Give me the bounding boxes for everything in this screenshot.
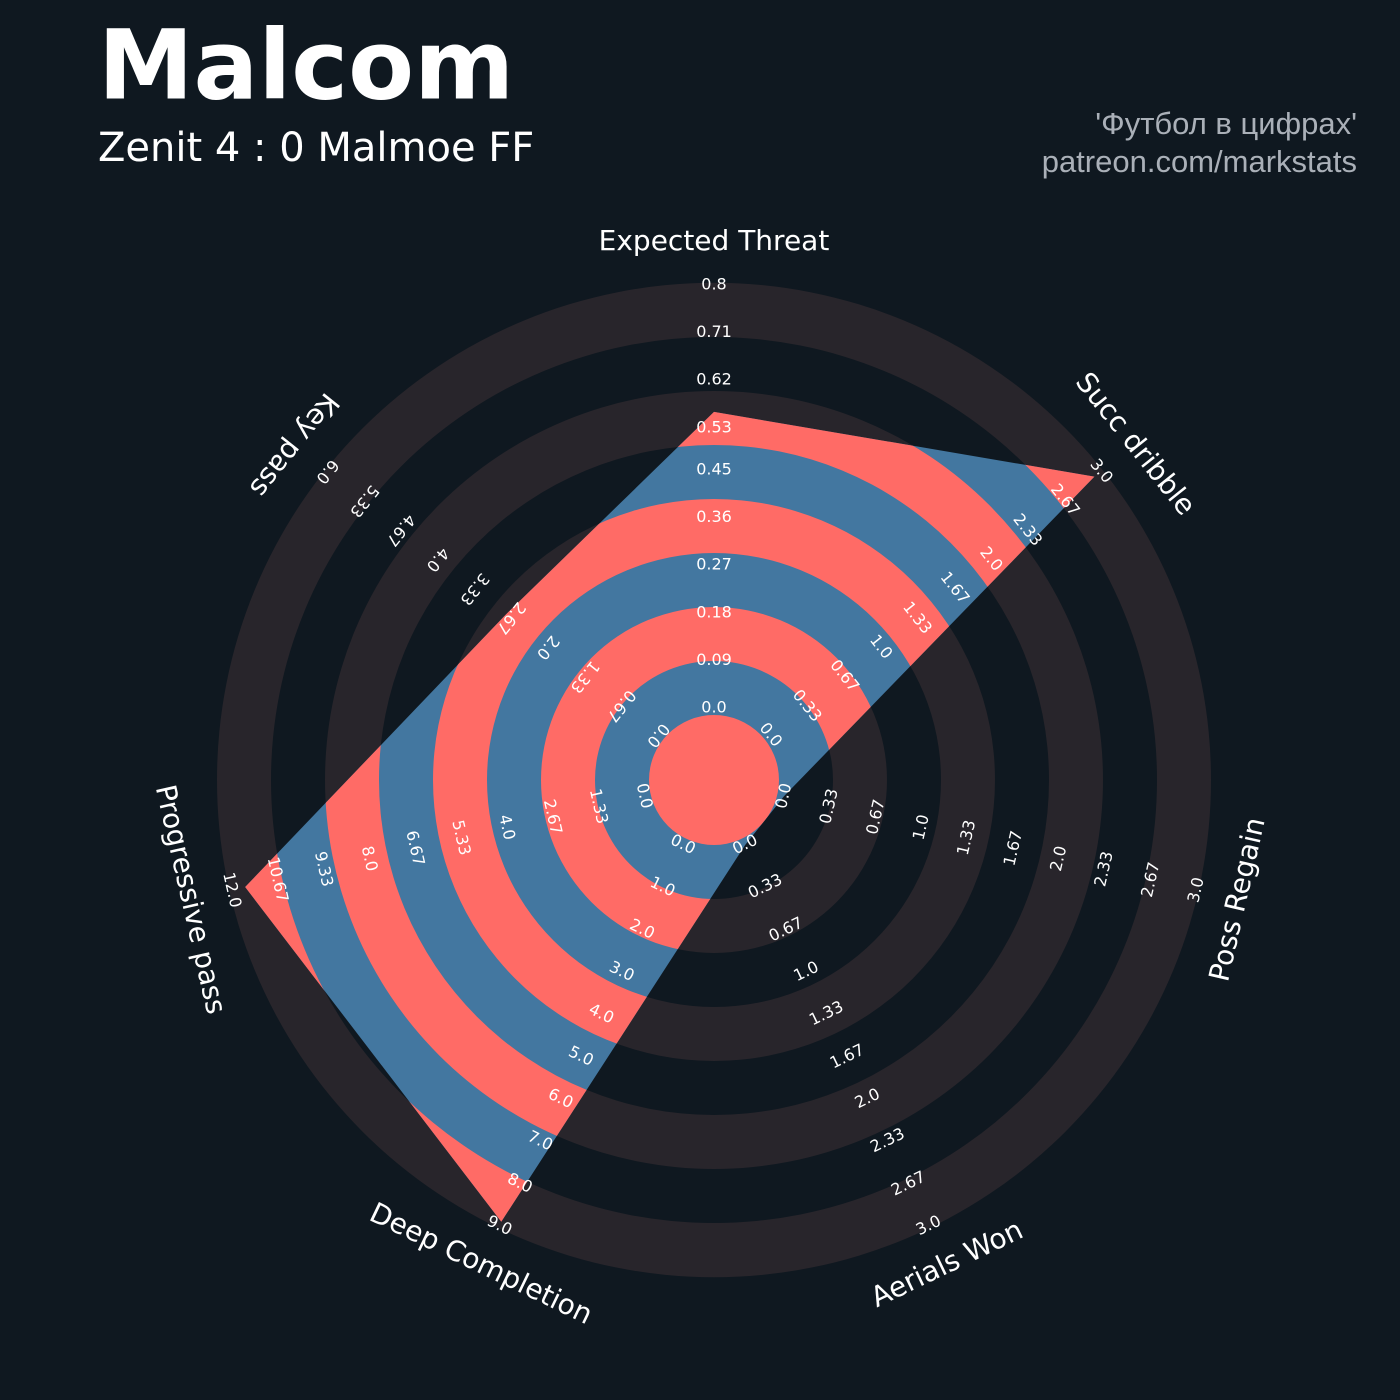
tick-label: 0.0 (701, 698, 726, 717)
tick-label: 0.27 (696, 555, 732, 574)
tick-label: 0.36 (696, 507, 732, 526)
tick-label: 0.62 (696, 370, 732, 389)
tick-label: 0.53 (696, 417, 732, 436)
credit: patreon.com/markstats (1042, 144, 1357, 179)
tick-label: 0.71 (696, 322, 732, 341)
tick-label: 0.8 (701, 275, 726, 294)
credit: 'Футбол в цифрах' (1095, 106, 1357, 141)
chart-subtitle: Zenit 4 : 0 Malmoe FF (98, 125, 534, 171)
tick-label: 0.09 (696, 650, 732, 669)
tick-label: 0.45 (696, 460, 732, 479)
chart-title: Malcom (98, 9, 514, 121)
axis-label: Expected Threat (599, 224, 830, 257)
tick-label: 0.18 (696, 602, 732, 621)
